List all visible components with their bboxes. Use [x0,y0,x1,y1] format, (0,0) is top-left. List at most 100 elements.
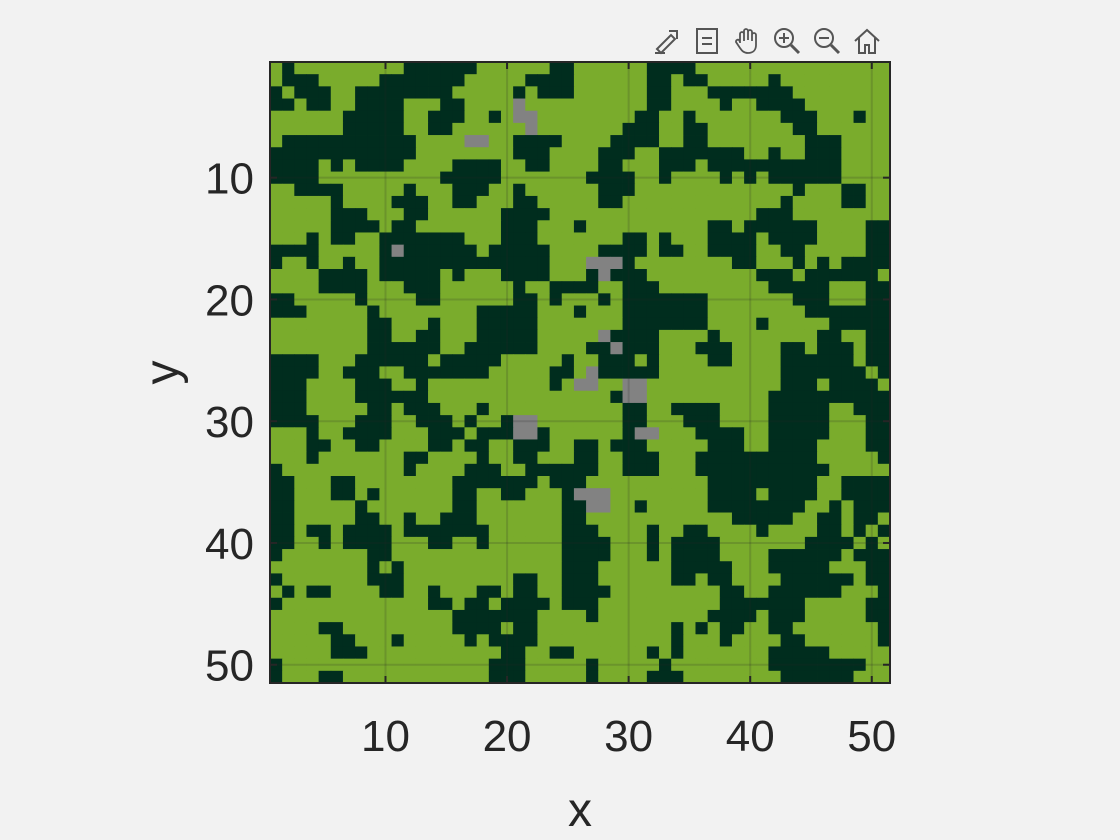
heatmap-cell [294,269,307,282]
heatmap-cell [537,390,551,404]
heatmap-cell [573,402,587,416]
heatmap-cell [719,512,733,526]
heatmap-cell [865,500,879,513]
heatmap-cell [294,597,307,611]
heatmap-cell [768,476,781,489]
heatmap-cell [330,183,344,197]
heatmap-cell [452,110,465,124]
heatmap-cell [379,402,392,416]
heatmap-cell [841,244,854,258]
heatmap-cell [659,609,672,623]
heatmap-cell [719,500,733,513]
heatmap-cell [330,305,344,319]
y-tick-label: 50 [205,642,254,691]
heatmap-cell [476,561,490,574]
heatmap-cell [683,488,696,501]
heatmap-cell [537,342,551,355]
heatmap-cell [342,171,356,185]
datatip-icon [696,28,718,54]
heatmap-cell [659,305,672,319]
heatmap-cell [731,476,745,489]
heatmap-cell [573,342,587,355]
heatmap-cell [610,549,623,562]
zoom-out-button[interactable] [808,22,846,60]
heatmap-cell [853,122,867,136]
heatmap-cell [476,281,490,294]
heatmap-cell [464,232,478,246]
heatmap-cell [513,427,526,440]
heatmap-cell [768,342,781,355]
heatmap-cell [671,147,684,160]
zoom-in-button[interactable] [768,22,806,60]
heatmap-cell [403,135,417,148]
heatmap-cell [403,390,417,404]
heatmap-cell [561,329,575,343]
heatmap-cell [792,110,806,124]
heatmap-cell [610,122,623,136]
heatmap-cell [768,609,781,623]
heatmap-cell [525,451,538,465]
heatmap-cell [622,232,636,246]
pan-button[interactable] [728,22,766,60]
heatmap-cell [318,86,332,99]
heatmap-cell [561,378,575,392]
heatmap-cell [610,658,623,672]
heatmap-cell [464,110,478,124]
heatmap-cell [282,110,295,124]
heatmap-cell [415,427,429,440]
heatmap-cell [622,573,636,586]
heatmap-cell [330,549,344,562]
export-button[interactable] [648,22,686,60]
heatmap-cell [367,122,380,136]
heatmap-cell [355,317,368,331]
heatmap-cell [780,634,794,647]
heatmap-cell [707,135,721,148]
heatmap-cell [780,317,794,331]
heatmap-cell [415,305,429,319]
heatmap-cell [780,147,794,160]
heatmap-cell [853,281,867,294]
heatmap-cell [330,488,344,501]
heatmap-cell [756,451,769,465]
heatmap-cell [744,427,757,440]
heatmap-cell [829,670,842,684]
heatmap-cell [586,159,599,172]
heatmap-cell [294,500,307,513]
heatmap-cell [403,86,417,99]
heatmap-cell [683,670,696,684]
heatmap-cell [634,549,648,562]
heatmap-cell [452,366,465,379]
heatmap-cell [817,329,830,343]
heatmap-cell [452,476,465,489]
heatmap-cell [719,256,733,270]
heatmap-cell [586,646,599,660]
x-tick-label: 50 [847,712,896,761]
heatmap-cell [780,427,794,440]
heatmap-cell [622,597,636,611]
heatmap-cell [853,220,867,233]
heatmap-cell [367,536,380,550]
heatmap-cell [367,573,380,586]
heatmap-cell [671,220,684,233]
heatmap-cell [804,329,818,343]
heatmap-cell [476,622,490,635]
heatmap-cell [270,524,283,538]
home-button[interactable] [848,22,886,60]
heatmap-cell [719,122,733,136]
heatmap-cell [622,476,636,489]
heatmap-cell [683,159,696,172]
heatmap-cell [610,427,623,440]
heatmap-cell [719,74,733,87]
heatmap-cell [744,549,757,562]
heatmap-cell [403,305,417,319]
heatmap-cell [270,646,283,660]
datatip-button[interactable] [688,22,726,60]
heatmap-cell [318,256,332,270]
heatmap-cell [829,451,842,465]
heatmap-cell [841,342,854,355]
heatmap-cell [294,549,307,562]
heatmap-cell [622,220,636,233]
heatmap-cell [707,658,721,672]
heatmap-cell [829,402,842,416]
heatmap-cell [731,208,745,221]
